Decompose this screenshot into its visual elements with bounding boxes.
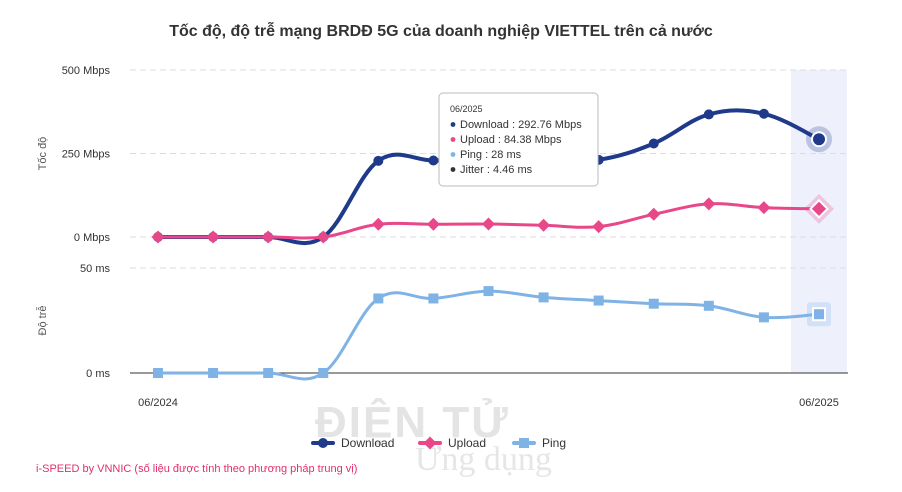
legend-label-upload[interactable]: Upload <box>448 436 486 450</box>
watermark-text-line-2: Ứng dụng <box>415 440 552 478</box>
series-markers <box>151 108 834 378</box>
marker-download-5 <box>428 155 439 166</box>
legend-marker-ping <box>519 438 529 448</box>
marker-ping-5 <box>428 293 439 304</box>
legend-label-download[interactable]: Download <box>341 436 394 450</box>
legend: Download Upload Ping <box>311 436 566 450</box>
marker-upload-8 <box>592 220 606 234</box>
watermark: ĐIỆN TỬ Ứng dụng <box>315 396 552 478</box>
marker-ping-9 <box>648 298 659 309</box>
tooltip-bullet-0 <box>450 122 456 127</box>
y-tick-label-panel-0-0: 0 Mbps <box>74 232 111 244</box>
tooltip-header: 06/2025 <box>450 104 483 114</box>
y-axis-title-panel-1: Độ trễ <box>36 306 49 336</box>
marker-upload-12 <box>809 198 829 219</box>
marker-ping-6 <box>483 286 494 297</box>
tooltip-line-1: Upload : 84.38 Mbps <box>460 134 562 146</box>
legend-marker-upload <box>423 436 437 450</box>
x-tick-labels: 06/2024 06/2025 <box>138 397 839 409</box>
series-line-ping <box>156 289 821 381</box>
tooltip-bullet-3 <box>450 167 456 172</box>
marker-upload-11 <box>757 201 771 215</box>
marker-upload-10 <box>702 197 716 211</box>
marker-download-10 <box>703 109 714 120</box>
marker-upload-2 <box>261 230 275 244</box>
marker-ping-10 <box>703 300 714 311</box>
marker-upload-3 <box>316 230 330 244</box>
marker-download-9 <box>648 138 659 149</box>
tooltip-line-0: Download : 292.76 Mbps <box>460 119 582 131</box>
marker-ping-8 <box>593 295 604 306</box>
legend-label-ping[interactable]: Ping <box>542 436 566 450</box>
marker-ping-7 <box>538 292 549 303</box>
legend-marker-download <box>318 438 328 448</box>
x-tick-label-last: 06/2025 <box>799 397 839 409</box>
marker-download-11 <box>758 108 769 119</box>
tooltip-bullet-2 <box>450 152 456 157</box>
y-tick-label-panel-0-2: 500 Mbps <box>62 65 111 77</box>
marker-upload-7 <box>537 218 551 232</box>
marker-upload-0 <box>151 230 165 244</box>
tooltip-lines: Download : 292.76 Mbps Upload : 84.38 Mbp… <box>450 119 582 176</box>
marker-upload-6 <box>482 217 495 231</box>
tooltip-box <box>438 92 599 187</box>
y-axis-title-panel-0: Tốc độ <box>37 137 49 171</box>
tooltip-line-3: Jitter : 4.46 ms <box>460 164 533 176</box>
marker-ping-2 <box>263 368 274 378</box>
y-tick-label-panel-1-0: 0 ms <box>86 368 110 380</box>
marker-ping-1 <box>208 368 219 378</box>
y-tick-label-panel-1-1: 50 ms <box>80 263 110 275</box>
watermark-text-line-1: ĐIỆN TỬ <box>315 396 510 447</box>
marker-ping-0 <box>153 368 163 378</box>
y-tick-labels: 0 Mbps 250 Mbps 500 Mbps 0 ms 50 ms <box>62 65 111 380</box>
marker-upload-5 <box>426 217 440 231</box>
marker-upload-9 <box>647 207 661 221</box>
x-tick-label-first: 06/2024 <box>138 397 178 409</box>
marker-ping-12 <box>812 307 826 322</box>
footer-source-note: i-SPEED by VNNIC (số liệu được tính theo… <box>36 463 357 475</box>
marker-ping-3 <box>318 368 329 378</box>
y-tick-label-panel-0-1: 250 Mbps <box>62 149 111 161</box>
marker-download-4 <box>373 155 384 166</box>
y-axis-titles: Tốc độ Độ trễ <box>36 137 49 336</box>
marker-upload-4 <box>371 217 385 231</box>
marker-download-12 <box>811 131 827 148</box>
tooltip-line-2: Ping : 28 ms <box>460 149 522 161</box>
chart-title: Tốc độ, độ trễ mạng BRDĐ 5G của doanh ng… <box>169 21 713 40</box>
marker-upload-1 <box>206 230 220 244</box>
marker-ping-11 <box>758 312 769 323</box>
hover-highlight-band <box>791 70 847 373</box>
tooltip: 06/2025 Download : 292.76 Mbps Upload : 8… <box>438 92 599 187</box>
tooltip-bullet-1 <box>450 137 456 142</box>
marker-ping-4 <box>373 293 384 304</box>
